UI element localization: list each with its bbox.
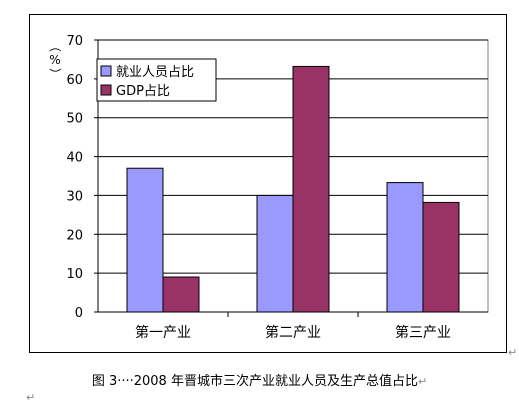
y-tick-label: 10 (66, 267, 83, 282)
chart-frame (29, 14, 507, 353)
bar-1-2 (256, 194, 294, 313)
y-tick-label: 50 (66, 112, 83, 127)
y-axis-label-char: （ (48, 40, 62, 52)
legend-box (96, 58, 217, 102)
caption-text: 图 3····2008 年晋城市三次产业就业人员及生产总值占比 (91, 374, 418, 389)
figure-caption: 图 3····2008 年晋城市三次产业就业人员及生产总值占比↵ (0, 370, 519, 389)
legend: 就业人员占比 GDP占比 (96, 58, 217, 102)
x-tick-label: 第二产业 (265, 324, 321, 341)
bar-2-2 (292, 65, 330, 313)
legend-swatch (100, 84, 112, 96)
caption-paragraph-mark: ↵ (417, 375, 428, 388)
legend-label: GDP占比 (116, 84, 170, 99)
paragraph-mark-right: ↵ (508, 346, 518, 359)
paragraph-mark-bottom: ↵ (26, 391, 36, 404)
y-axis-ticks: 0 10 20 30 40 50 60 70 (66, 34, 98, 321)
x-axis-labels: 第一产业 第二产业 第三产业 (135, 312, 451, 341)
y-axis-label: （%） (48, 40, 62, 80)
y-tick-label: 30 (66, 189, 83, 204)
bar-2-3 (422, 201, 460, 313)
y-axis-label-char: % (49, 53, 60, 67)
y-tick-label: 70 (66, 34, 83, 49)
legend-swatch (100, 65, 112, 77)
legend-label: 就业人员占比 (116, 65, 194, 80)
x-tick-label: 第三产业 (395, 324, 451, 341)
y-axis-label-char: ） (48, 68, 62, 80)
x-tick-label: 第一产业 (135, 324, 191, 341)
bar-1-3 (386, 182, 424, 313)
bar-2-1 (162, 276, 200, 313)
y-tick-label: 0 (75, 306, 83, 321)
y-tick-label: 40 (66, 151, 83, 166)
y-tick-label: 60 (66, 73, 83, 88)
y-tick-label: 20 (66, 228, 83, 243)
bar-1-1 (126, 167, 164, 313)
